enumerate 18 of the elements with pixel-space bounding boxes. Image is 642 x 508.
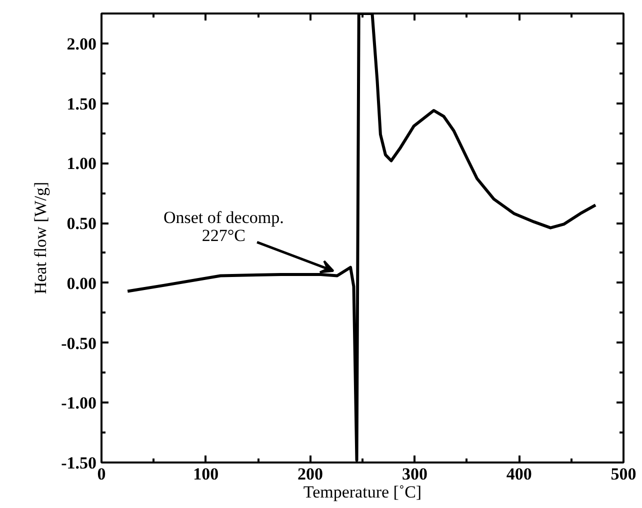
y-tick-label: -1.50 bbox=[61, 454, 97, 472]
x-axis-title: Temperature [˚C] bbox=[303, 482, 422, 502]
y-tick-label: 0.00 bbox=[66, 274, 96, 293]
y-tick-label: 1.00 bbox=[66, 154, 96, 174]
x-tick-label: 100 bbox=[193, 464, 219, 484]
x-tick-label: 300 bbox=[402, 464, 428, 484]
annotation: Onset of decomp. 227°C bbox=[163, 208, 284, 246]
x-tick-label: 500 bbox=[610, 464, 636, 484]
y-tick-label: -0.50 bbox=[61, 334, 97, 353]
y-axis-title: Heat flow [W/g] bbox=[31, 182, 50, 294]
y-tick-label: 2.00 bbox=[66, 34, 96, 54]
y-tick-label: 1.50 bbox=[66, 94, 96, 114]
x-tick-label: 0 bbox=[97, 464, 106, 484]
y-tick-label: 0.50 bbox=[66, 214, 96, 234]
y-tick-label: -1.00 bbox=[61, 394, 97, 413]
line-series bbox=[126, 14, 598, 462]
x-tick-label: 200 bbox=[298, 464, 324, 484]
x-tick-label: 400 bbox=[506, 464, 532, 484]
